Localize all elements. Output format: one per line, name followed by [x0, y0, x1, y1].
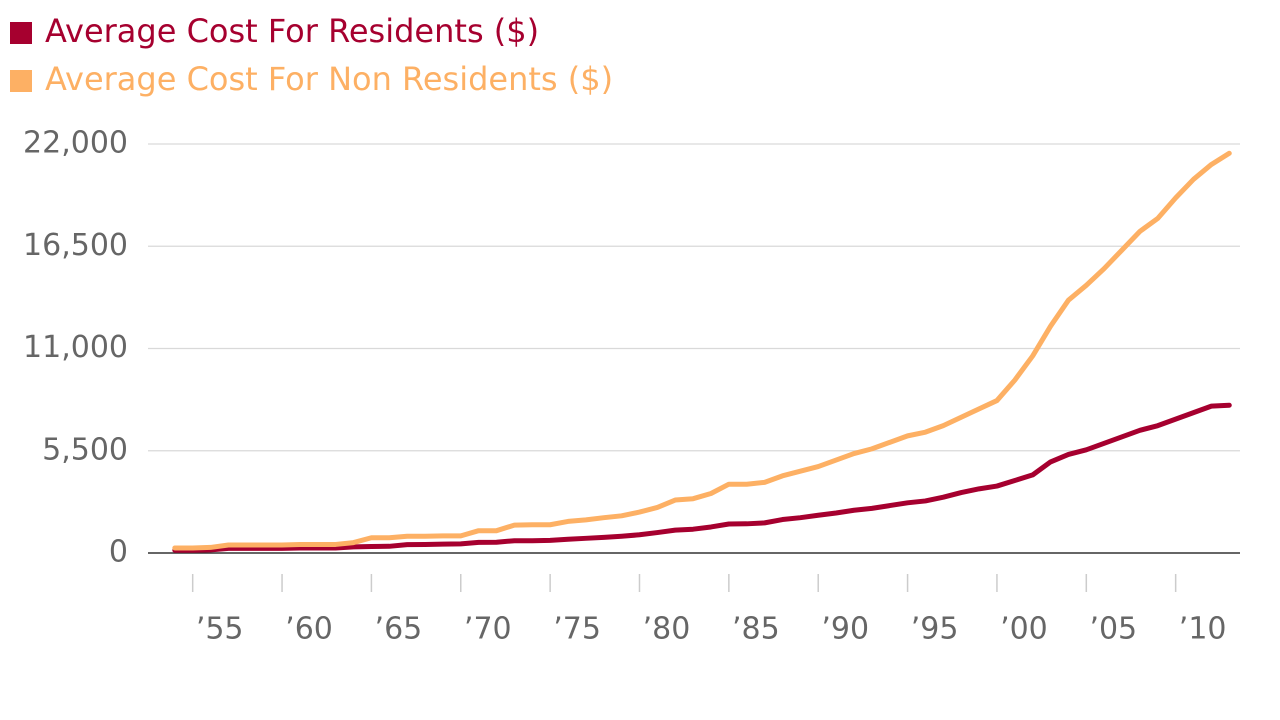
- x-tick-label: ’05: [1089, 612, 1137, 647]
- x-tick-label: ’00: [1000, 612, 1048, 647]
- y-tick-label: 11,000: [23, 330, 128, 365]
- y-tick-label: 0: [109, 535, 128, 570]
- legend-label: Average Cost For Non Residents ($): [45, 60, 613, 98]
- x-tick-label: ’85: [732, 612, 780, 647]
- x-tick-label: ’60: [285, 612, 333, 647]
- legend-label: Average Cost For Residents ($): [45, 12, 539, 50]
- x-tick-label: ’55: [196, 612, 244, 647]
- x-tick-label: ’90: [821, 612, 869, 647]
- y-tick-label: 22,000: [23, 126, 128, 161]
- series-line: [172, 150, 1232, 551]
- legend-swatch: [10, 70, 32, 92]
- y-tick-label: 16,500: [23, 228, 128, 263]
- x-tick-label: ’65: [375, 612, 423, 647]
- x-tick-label: ’10: [1179, 612, 1227, 647]
- x-tick-label: ’70: [464, 612, 512, 647]
- y-tick-label: 5,500: [42, 432, 128, 467]
- legend-swatch: [10, 22, 32, 44]
- series-line: [172, 402, 1232, 553]
- x-tick-label: ’80: [643, 612, 691, 647]
- x-tick-label: ’95: [911, 612, 959, 647]
- x-tick-label: ’75: [553, 612, 601, 647]
